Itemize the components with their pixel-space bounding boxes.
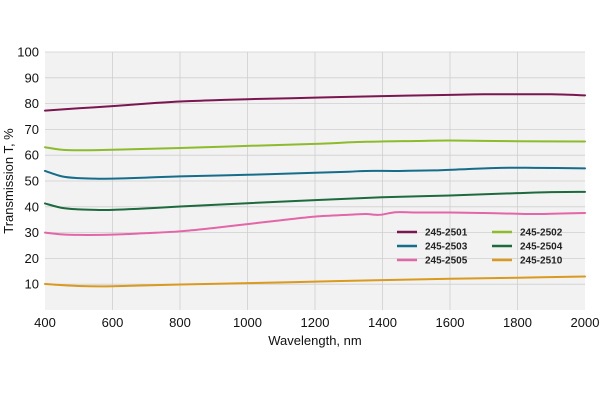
x-tick-label: 600 <box>102 315 124 330</box>
y-axis-label: Transmission T, % <box>1 128 16 234</box>
series-line-245-2505 <box>44 211 586 236</box>
x-tick-label: 1800 <box>503 315 532 330</box>
x-tick-label: 1600 <box>436 315 465 330</box>
x-tick-label: 1200 <box>301 315 330 330</box>
y-tick-label: 70 <box>25 122 39 137</box>
series-layer <box>44 93 586 288</box>
x-tick-label: 2000 <box>571 315 600 330</box>
legend-entry-245-2501: 245-2501 <box>425 228 468 239</box>
legend-entry-245-2504: 245-2504 <box>520 242 563 253</box>
series-line-245-2510 <box>44 275 586 288</box>
legend-entry-245-2505: 245-2505 <box>425 256 468 267</box>
x-axis-label: Wavelength, nm <box>268 333 361 348</box>
y-tick-label: 40 <box>25 199 39 214</box>
y-axis-ticks: 10 20 30 40 50 60 70 80 90 100 <box>17 45 39 292</box>
y-tick-label: 20 <box>25 251 39 266</box>
x-tick-label: 1400 <box>368 315 397 330</box>
series-line-245-2504 <box>44 190 586 212</box>
y-tick-label: 30 <box>25 225 39 240</box>
series-line-245-2502 <box>44 139 586 152</box>
y-tick-label: 60 <box>25 148 39 163</box>
series-line-245-2503 <box>44 166 586 180</box>
legend-entry-245-2503: 245-2503 <box>425 242 468 253</box>
y-tick-label: 90 <box>25 70 39 85</box>
legend-entry-245-2510: 245-2510 <box>520 256 563 267</box>
y-tick-label: 80 <box>25 96 39 111</box>
series-line-245-2501 <box>44 93 586 112</box>
x-tick-label: 400 <box>34 315 56 330</box>
y-tick-label: 100 <box>17 45 39 60</box>
x-axis-ticks: 400 600 800 1000 1200 1400 1600 1800 2000 <box>34 315 599 330</box>
y-tick-label: 10 <box>25 277 39 292</box>
legend-entry-245-2502: 245-2502 <box>520 228 563 239</box>
y-tick-label: 50 <box>25 174 39 189</box>
legend: 245-2501 245-2502 245-2503 245-2504 245-2505… <box>397 228 563 267</box>
x-tick-label: 800 <box>169 315 191 330</box>
x-tick-label: 1000 <box>233 315 262 330</box>
